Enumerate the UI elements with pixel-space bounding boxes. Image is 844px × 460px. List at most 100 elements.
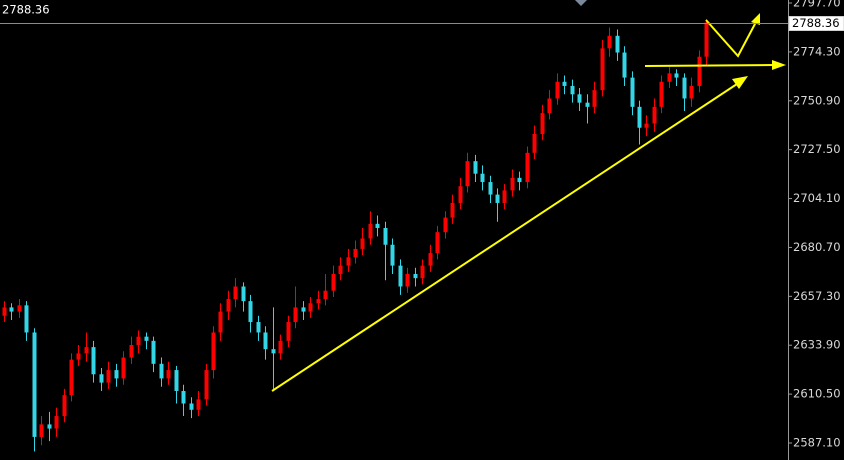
candle-body [241,286,246,302]
candle-body [32,332,37,437]
candle-body [196,399,201,410]
candle-body [286,322,291,341]
candle-body [405,273,410,287]
candle-body [226,299,231,312]
candle-body [144,336,149,341]
candle-body [555,81,560,99]
y-tick-label: 2633.90 [793,338,841,352]
y-tick-label: 2774.30 [793,44,841,58]
candle-body [360,238,365,249]
y-tick-label: 2610.50 [793,387,841,401]
candle-body [256,322,261,333]
scroll-marker [575,0,587,6]
candle-body [316,299,321,304]
y-tick-label: 2727.50 [793,142,841,156]
candle-body [458,186,463,203]
candle-body [331,273,336,291]
candle-body [39,424,44,437]
candle-body [480,173,485,183]
candle-body [704,22,709,57]
candle-body [525,152,530,183]
candle-body [413,273,418,279]
candle-body [398,265,403,287]
candle-body [488,182,493,195]
zigzag-path [705,19,757,58]
y-tick-label: 2657.30 [793,289,841,303]
candle-body [301,307,306,312]
candle-body [338,265,343,274]
y-tick-label: 2797.70 [793,0,841,10]
candle-body [271,349,276,354]
candle-body [420,265,425,279]
candle-body [473,161,478,174]
candle-body [622,52,627,78]
trend-line [271,81,741,392]
candle-body [562,81,567,86]
candle-body [99,374,104,383]
candle-body [308,303,313,312]
y-tick-label: 2587.10 [793,435,841,449]
candle-body [69,359,74,396]
candle-body [17,305,22,312]
candle-body [121,357,126,379]
arrow-head [732,76,748,89]
candle-body [667,73,672,82]
candle-body [375,223,380,229]
candle-body [510,177,515,191]
candle-body [517,177,522,183]
candle-body [47,424,52,429]
candle-body [114,370,119,379]
candle-body [278,340,283,354]
candle-body [570,85,575,95]
candle-body [323,290,328,300]
candle-body [532,134,537,153]
candle-body [2,307,7,316]
candle-body [697,56,702,86]
y-tick-label: 2750.90 [793,93,841,107]
candle-body [637,106,642,128]
candle-body [600,48,605,91]
candle-body [630,77,635,107]
candle-body [151,340,156,364]
level-line [644,64,775,67]
current-price-box [788,16,844,31]
candle-body [607,35,612,49]
candle-body [293,307,298,323]
candle-body [218,311,223,333]
candle-body [502,190,507,203]
candle-body [24,305,29,333]
candle-body [383,228,388,245]
candle-body [674,73,679,78]
candle-body [659,81,664,107]
candle-body [615,35,620,53]
candle-body [233,286,238,300]
candle-body [547,98,552,114]
y-tick-label: 2680.70 [793,240,841,254]
candle-body [91,347,96,375]
candle-body [585,102,590,107]
y-tick-label: 2704.10 [793,191,841,205]
last-price-label: 2788.36 [2,3,50,17]
candle-body [84,347,89,354]
candle-body [689,85,694,99]
candle-body [166,370,171,379]
candle-body [435,232,440,254]
candle-body [211,332,216,371]
candle-body [136,336,141,346]
candle-body [248,301,253,323]
candle-body [353,248,358,258]
candle-body [159,363,164,379]
candles [2,19,709,452]
candle-body [368,223,373,239]
candle-body [62,395,67,417]
candle-body [644,123,649,128]
current-price-label: 2788.36 [792,16,840,30]
candle-body [189,403,194,410]
candle-body [450,202,455,218]
candle-body [592,90,597,107]
candle-body [181,390,186,404]
candle-body [443,217,448,233]
